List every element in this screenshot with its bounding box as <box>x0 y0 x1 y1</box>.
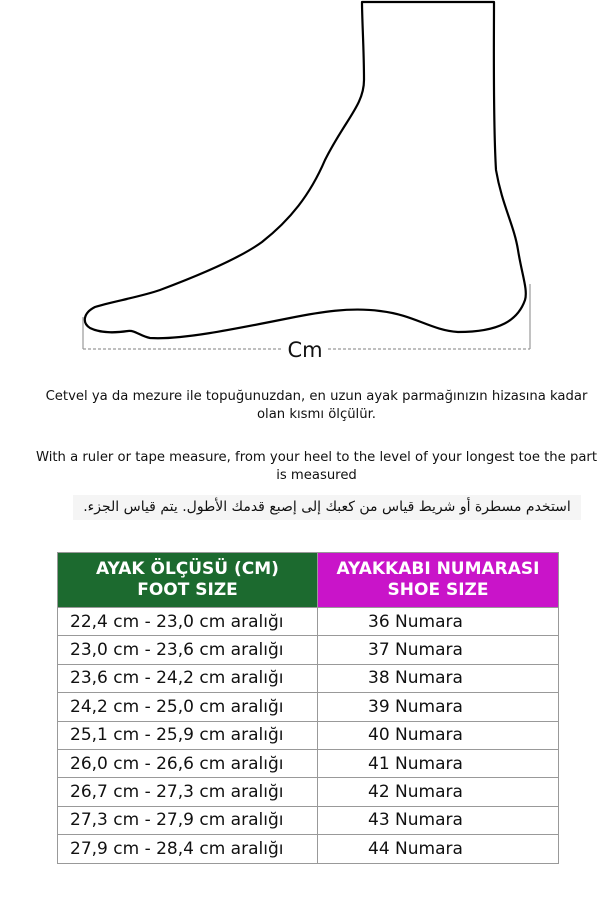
foot-outline <box>83 0 527 340</box>
table-row: 22,4 cm - 23,0 cm aralığı 36 Numara <box>57 606 559 637</box>
header-line: AYAK ÖLÇÜSÜ (CM) <box>96 559 279 579</box>
shoe-size-cell: 43 Numara <box>317 805 559 836</box>
header-line: AYAKKABI NUMARASI <box>336 559 540 579</box>
foot-size-cell: 27,3 cm - 27,9 cm aralığı <box>57 805 318 836</box>
foot-outline-diagram: Cm <box>82 0 531 362</box>
table-row: 27,9 cm - 28,4 cm aralığı 44 Numara <box>57 834 559 864</box>
foot-size-cell: 26,7 cm - 27,3 cm aralığı <box>57 777 318 807</box>
table-row: 26,0 cm - 26,6 cm aralığı 41 Numara <box>57 748 559 779</box>
foot-size-cell: 24,2 cm - 25,0 cm aralığı <box>57 692 318 722</box>
foot-size-cell: 25,1 cm - 25,9 cm aralığı <box>57 720 318 750</box>
instruction-arabic: استخدم مسطرة أو شريط قياس من كعبك إلى إص… <box>73 495 581 520</box>
shoe-size-cell: 37 Numara <box>317 635 559 665</box>
table-row: 23,6 cm - 24,2 cm aralığı 38 Numara <box>57 663 559 694</box>
shoe-size-header: AYAKKABI NUMARASI SHOE SIZE <box>317 552 559 608</box>
foot-size-cell: 22,4 cm - 23,0 cm aralığı <box>57 606 318 637</box>
table-row: 23,0 cm - 23,6 cm aralığı 37 Numara <box>57 635 559 665</box>
shoe-size-cell: 40 Numara <box>317 720 559 750</box>
foot-size-cell: 23,6 cm - 24,2 cm aralığı <box>57 663 318 694</box>
shoe-size-cell: 36 Numara <box>317 606 559 637</box>
shoe-size-cell: 44 Numara <box>317 834 559 864</box>
measure-label: Cm <box>287 338 322 362</box>
foot-size-cell: 26,0 cm - 26,6 cm aralığı <box>57 748 318 779</box>
instruction-english: With a ruler or tape measure, from your … <box>35 450 598 483</box>
foot-size-cell: 23,0 cm - 23,6 cm aralığı <box>57 635 318 665</box>
table-row: 24,2 cm - 25,0 cm aralığı 39 Numara <box>57 692 559 722</box>
foot-size-cell: 27,9 cm - 28,4 cm aralığı <box>57 834 318 864</box>
shoe-size-cell: 41 Numara <box>317 748 559 779</box>
shoe-size-cell: 42 Numara <box>317 777 559 807</box>
shoe-size-cell: 39 Numara <box>317 692 559 722</box>
table-row: 27,3 cm - 27,9 cm aralığı 43 Numara <box>57 805 559 836</box>
foot-size-header: AYAK ÖLÇÜSÜ (CM) FOOT SIZE <box>57 552 318 608</box>
table-row: 26,7 cm - 27,3 cm aralığı 42 Numara <box>57 777 559 807</box>
table-row: 25,1 cm - 25,9 cm aralığı 40 Numara <box>57 720 559 750</box>
size-table: AYAK ÖLÇÜSÜ (CM) FOOT SIZE AYAKKABI NUMAR… <box>57 552 559 864</box>
header-line: FOOT SIZE <box>137 580 238 600</box>
header-line: SHOE SIZE <box>387 580 489 600</box>
instruction-turkish: Cetvel ya da mezure ile topuğunuzdan, en… <box>45 389 588 422</box>
shoe-size-cell: 38 Numara <box>317 663 559 694</box>
